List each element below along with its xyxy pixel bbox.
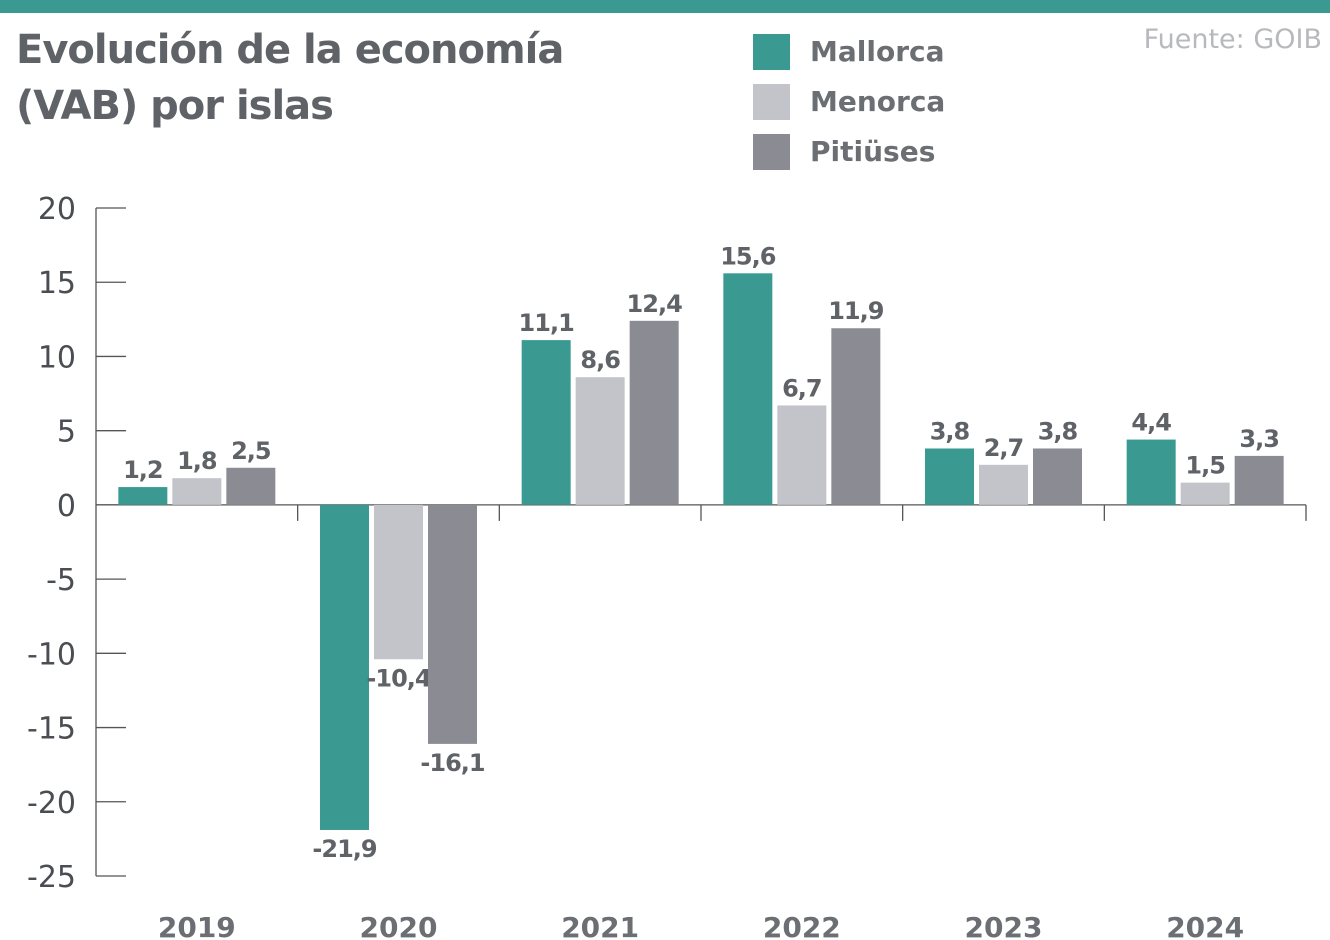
bar-menorca-2024 bbox=[1180, 482, 1230, 505]
legend-label-mallorca: Mallorca bbox=[810, 35, 945, 68]
chart-title-line-1: Evolución de la economía bbox=[16, 27, 564, 73]
x-tick-label: 2020 bbox=[360, 911, 438, 940]
legend-label-menorca: Menorca bbox=[810, 85, 946, 118]
data-label: 2,7 bbox=[984, 434, 1024, 462]
bar-menorca-2023 bbox=[979, 464, 1028, 505]
data-label: -10,4 bbox=[366, 664, 430, 692]
x-tick-label: 2023 bbox=[965, 911, 1043, 940]
bar-pitises-2023 bbox=[1033, 448, 1082, 505]
y-tick-label: 0 bbox=[57, 489, 76, 524]
data-label: 1,8 bbox=[177, 447, 217, 475]
data-label: -21,9 bbox=[312, 835, 376, 863]
data-label: 6,7 bbox=[782, 374, 822, 402]
data-label: 3,8 bbox=[930, 417, 970, 445]
bar-pitises-2020 bbox=[428, 504, 477, 744]
bar-mallorca-2019 bbox=[118, 487, 168, 505]
y-tick-label: 10 bbox=[38, 340, 76, 375]
x-tick-label: 2019 bbox=[158, 911, 236, 940]
x-tick-label: 2024 bbox=[1166, 911, 1244, 940]
legend-swatch-menorca bbox=[753, 84, 790, 120]
x-tick-label: 2021 bbox=[561, 911, 639, 940]
data-label: 11,9 bbox=[828, 297, 884, 325]
bar-mallorca-2024 bbox=[1126, 439, 1176, 505]
legend-swatch-mallorca bbox=[753, 34, 790, 70]
chart-title-line-2: (VAB) por islas bbox=[16, 83, 334, 129]
bar-pitises-2024 bbox=[1234, 455, 1284, 505]
data-label: 3,3 bbox=[1239, 425, 1279, 453]
legend-swatch-pitiuses bbox=[753, 134, 790, 170]
top-accent-band bbox=[0, 0, 1330, 13]
bar-mallorca-2023 bbox=[925, 448, 974, 505]
data-label: 2,5 bbox=[231, 437, 271, 465]
y-tick-label: 15 bbox=[38, 266, 76, 301]
data-label: 11,1 bbox=[519, 309, 575, 337]
bar-pitises-2019 bbox=[226, 467, 276, 505]
bar-mallorca-2020 bbox=[320, 504, 369, 830]
bar-mallorca-2022 bbox=[723, 273, 773, 505]
bar-pitises-2022 bbox=[831, 328, 881, 505]
y-tick-label: -15 bbox=[27, 712, 76, 747]
y-tick-label: -25 bbox=[27, 860, 76, 895]
y-tick-label: -10 bbox=[27, 637, 76, 672]
data-label: 1,5 bbox=[1185, 452, 1225, 480]
data-label: 8,6 bbox=[580, 346, 620, 374]
source-note: Fuente: GOIB bbox=[1143, 24, 1322, 55]
bar-mallorca-2021 bbox=[521, 340, 571, 505]
chart-title: Evolución de la economía (VAB) por islas bbox=[16, 22, 716, 134]
bar-menorca-2021 bbox=[575, 377, 625, 505]
data-label: -16,1 bbox=[420, 749, 484, 777]
y-tick-label: 5 bbox=[57, 415, 76, 450]
data-label: 12,4 bbox=[627, 290, 683, 318]
data-label: 3,8 bbox=[1038, 417, 1078, 445]
bar-menorca-2019 bbox=[172, 478, 222, 505]
y-tick-label: 20 bbox=[38, 192, 76, 227]
bar-menorca-2022 bbox=[777, 405, 827, 505]
data-label: 15,6 bbox=[720, 242, 776, 270]
data-label: 1,2 bbox=[123, 456, 163, 484]
bar-menorca-2020 bbox=[374, 504, 423, 660]
y-tick-label: -20 bbox=[27, 786, 76, 821]
legend-label-pitiuses: Pitiüses bbox=[810, 135, 936, 168]
data-label: 4,4 bbox=[1131, 409, 1171, 437]
bar-pitises-2021 bbox=[629, 320, 679, 505]
y-tick-label: -5 bbox=[46, 563, 76, 598]
x-tick-label: 2022 bbox=[763, 911, 841, 940]
